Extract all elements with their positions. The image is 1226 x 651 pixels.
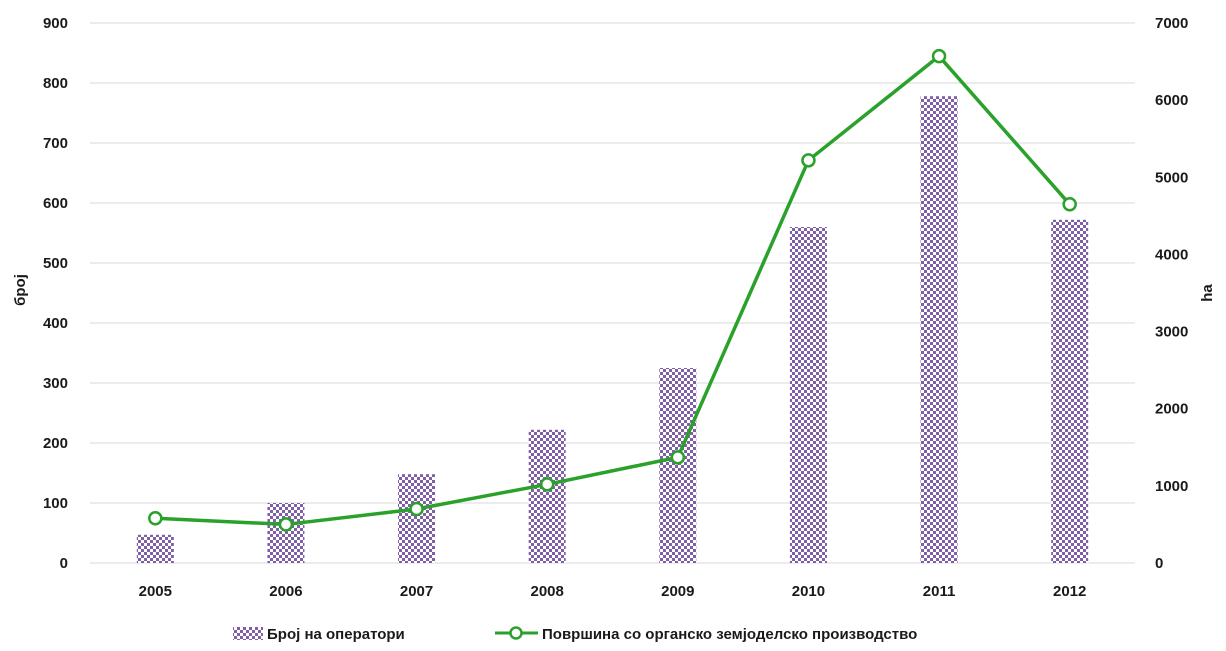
legend-line-marker bbox=[509, 626, 523, 640]
bar-series bbox=[136, 96, 1089, 564]
bar-2006 bbox=[267, 503, 305, 563]
legend-bar-label: Број на оператори bbox=[267, 626, 405, 643]
x-tick-label: 2007 bbox=[400, 583, 433, 600]
left-tick-label: 400 bbox=[43, 315, 68, 332]
right-axis-title: ha bbox=[1199, 284, 1216, 302]
legend-bar-swatch bbox=[233, 627, 263, 640]
left-axis-title: број bbox=[12, 274, 29, 306]
left-tick-label: 0 bbox=[60, 555, 68, 572]
line-point-2011 bbox=[931, 48, 947, 64]
left-tick-label: 800 bbox=[43, 75, 68, 92]
x-axis-ticks: 2005 2006 2007 2008 2009 2010 2011 2012 bbox=[139, 583, 1087, 600]
bar-2012 bbox=[1051, 219, 1089, 564]
line-point-2012 bbox=[1062, 197, 1077, 212]
right-tick-label: 3000 bbox=[1155, 324, 1188, 341]
left-tick-label: 900 bbox=[43, 15, 68, 32]
left-tick-label: 300 bbox=[43, 375, 68, 392]
right-tick-label: 1000 bbox=[1155, 478, 1188, 495]
bar-2005 bbox=[136, 534, 174, 563]
gridlines bbox=[90, 22, 1135, 564]
x-tick-label: 2009 bbox=[661, 583, 694, 600]
line-point-2006 bbox=[278, 517, 294, 532]
left-tick-label: 700 bbox=[43, 135, 68, 152]
line-point-2008 bbox=[539, 477, 555, 492]
right-tick-label: 4000 bbox=[1155, 246, 1188, 263]
right-tick-label: 6000 bbox=[1155, 92, 1188, 109]
bar-2011 bbox=[920, 96, 958, 563]
x-tick-label: 2005 bbox=[139, 583, 172, 600]
left-tick-label: 600 bbox=[43, 195, 68, 212]
x-tick-label: 2006 bbox=[269, 583, 302, 600]
line-point-2010 bbox=[801, 153, 816, 168]
left-tick-label: 500 bbox=[43, 255, 68, 272]
line-point-2005 bbox=[148, 511, 163, 526]
right-axis-ticks: 0 1000 2000 3000 4000 5000 6000 7000 bbox=[1155, 15, 1188, 572]
x-tick-label: 2011 bbox=[923, 583, 956, 600]
bar-2007 bbox=[398, 474, 436, 563]
right-tick-label: 0 bbox=[1155, 555, 1163, 572]
x-tick-label: 2010 bbox=[792, 583, 825, 600]
bar-2010 bbox=[789, 227, 827, 563]
left-tick-label: 100 bbox=[43, 495, 68, 512]
line-point-2009 bbox=[670, 450, 686, 465]
bar-2009 bbox=[659, 368, 697, 563]
x-tick-label: 2008 bbox=[531, 583, 564, 600]
right-tick-label: 5000 bbox=[1155, 169, 1188, 186]
line-point-2007 bbox=[409, 501, 424, 517]
right-tick-label: 7000 bbox=[1155, 15, 1188, 32]
legend-line-label: Површина со органско земјоделско произво… bbox=[542, 626, 917, 643]
legend: Број на оператори Површина со органско з… bbox=[233, 626, 917, 643]
line-series bbox=[148, 48, 1077, 532]
x-tick-label: 2012 bbox=[1053, 583, 1086, 600]
left-tick-label: 200 bbox=[43, 435, 68, 452]
bar-2008 bbox=[528, 429, 566, 563]
left-axis-ticks: 0 100 200 300 400 500 600 700 800 900 bbox=[43, 15, 68, 572]
area-line bbox=[155, 54, 1071, 527]
right-tick-label: 2000 bbox=[1155, 401, 1188, 418]
